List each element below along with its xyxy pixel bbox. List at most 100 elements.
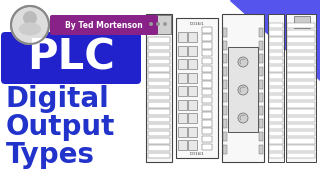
Bar [287, 59, 315, 64]
Bar [148, 66, 170, 72]
Text: Types: Types [6, 141, 95, 169]
FancyBboxPatch shape [1, 32, 141, 84]
Bar [269, 73, 283, 79]
Bar [188, 86, 197, 96]
Bar [294, 16, 310, 28]
Bar [202, 73, 212, 80]
Bar [228, 47, 258, 132]
Bar [269, 80, 283, 86]
Bar [223, 132, 227, 141]
Text: By Ted Mortenson: By Ted Mortenson [65, 21, 143, 30]
Bar [269, 88, 283, 93]
Bar [148, 109, 170, 115]
Text: Output: Output [6, 113, 116, 141]
Bar [287, 52, 315, 57]
Bar [202, 26, 212, 33]
Bar [148, 95, 170, 100]
Circle shape [149, 22, 153, 26]
Bar [269, 131, 283, 136]
Bar [287, 116, 315, 122]
Bar [269, 59, 283, 64]
Polygon shape [230, 0, 320, 80]
Bar [287, 109, 315, 115]
Circle shape [23, 11, 37, 25]
Bar [223, 80, 227, 89]
Bar [176, 18, 218, 158]
Circle shape [156, 22, 160, 26]
Bar [178, 113, 187, 123]
Bar [148, 59, 170, 64]
Bar [147, 15, 171, 34]
Bar [188, 127, 197, 136]
Bar [287, 152, 315, 158]
Bar [202, 97, 212, 103]
Bar [148, 131, 170, 136]
Bar [148, 73, 170, 79]
Bar [148, 152, 170, 158]
Circle shape [11, 6, 49, 44]
Bar [269, 95, 283, 100]
Bar [148, 52, 170, 57]
Bar [259, 67, 263, 76]
Bar [148, 124, 170, 129]
Bar [178, 100, 187, 109]
Bar [188, 59, 197, 69]
Bar [148, 88, 170, 93]
Bar [259, 28, 263, 37]
Bar [223, 28, 227, 37]
Bar [259, 93, 263, 102]
Text: Digital: Digital [6, 85, 110, 113]
Bar [287, 88, 315, 93]
Bar [202, 66, 212, 72]
Bar [148, 37, 170, 43]
Bar [202, 105, 212, 111]
Bar [287, 95, 315, 100]
Bar [259, 106, 263, 115]
Bar [269, 102, 283, 108]
FancyBboxPatch shape [50, 15, 158, 35]
Bar [269, 23, 283, 28]
Bar [202, 42, 212, 49]
Bar [259, 80, 263, 89]
Text: PLC: PLC [27, 37, 115, 79]
Bar [223, 119, 227, 128]
Text: DO16/1: DO16/1 [190, 152, 204, 156]
Bar [259, 132, 263, 141]
Bar [287, 66, 315, 72]
Bar [148, 145, 170, 151]
Bar [178, 73, 187, 82]
Bar [269, 44, 283, 50]
Bar [287, 145, 315, 151]
Bar [178, 59, 187, 69]
Bar [202, 128, 212, 134]
Bar [269, 138, 283, 144]
Bar [202, 50, 212, 56]
Bar [268, 14, 284, 162]
Bar [222, 14, 264, 162]
Bar [259, 119, 263, 128]
Bar [202, 34, 212, 41]
Bar [269, 37, 283, 43]
Bar [259, 41, 263, 50]
Bar [188, 73, 197, 82]
Ellipse shape [19, 22, 41, 35]
Bar [259, 54, 263, 63]
Circle shape [238, 57, 248, 67]
Bar [269, 66, 283, 72]
Bar [259, 145, 263, 154]
Bar [188, 100, 197, 109]
Bar [287, 37, 315, 43]
Bar [287, 23, 315, 28]
Bar [202, 120, 212, 127]
Bar [188, 113, 197, 123]
Bar [178, 140, 187, 150]
Bar [223, 67, 227, 76]
Bar [223, 145, 227, 154]
Bar [202, 112, 212, 119]
Bar [188, 32, 197, 42]
Bar [287, 124, 315, 129]
Bar [148, 116, 170, 122]
Bar [223, 41, 227, 50]
Circle shape [238, 113, 248, 123]
Bar [148, 138, 170, 144]
